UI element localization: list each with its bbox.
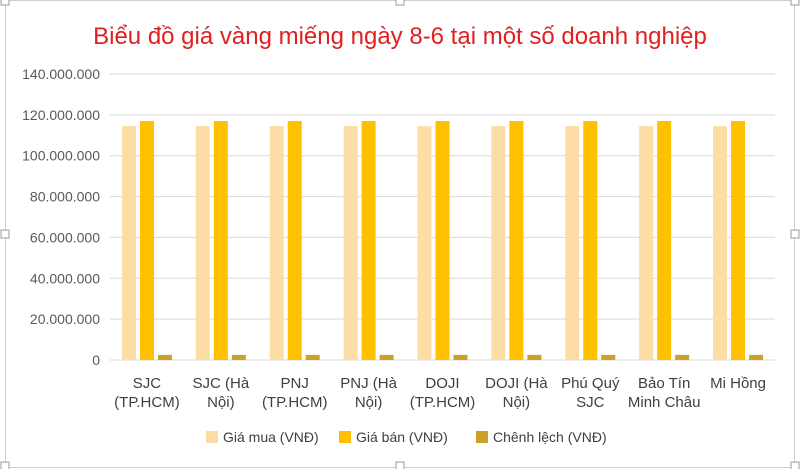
bar-2 [657, 120, 672, 360]
bar-1 [343, 126, 358, 360]
chart-title: Biểu đồ giá vàng miếng ngày 8-6 tại một … [93, 23, 707, 50]
x-tick-label: SJC [133, 375, 162, 392]
x-tick-label: Minh Châu [628, 394, 701, 411]
bar-2 [213, 120, 228, 360]
resize-handle-top-left[interactable] [0, 0, 10, 6]
x-tick-label: Nội) [207, 394, 235, 411]
bar-3 [749, 354, 764, 360]
x-tick-label: DOJI (Hà [485, 375, 548, 392]
legend-label: Giá bán (VNĐ) [356, 429, 448, 445]
bar-3 [379, 354, 394, 360]
bar-2 [139, 120, 154, 360]
bar-2 [435, 120, 450, 360]
bar-2 [287, 120, 302, 360]
x-tick-label: SJC [576, 394, 605, 411]
x-tick-label: PNJ [281, 375, 309, 392]
legend-label: Chênh lệch (VNĐ) [493, 429, 607, 445]
bars [121, 120, 764, 360]
bar-1 [713, 126, 728, 360]
y-tick-label: 20.000.000 [30, 311, 100, 327]
x-tick-label: Nội) [503, 394, 531, 411]
bar-3 [527, 354, 542, 360]
bar-2 [361, 120, 376, 360]
bar-1 [195, 126, 210, 360]
bar-3 [675, 354, 690, 360]
y-tick-label: 120.000.000 [22, 107, 100, 123]
x-tick-label: DOJI [425, 375, 459, 392]
bar-3 [453, 354, 468, 360]
y-axis-tick-labels: 0 20.000.000 40.000.000 60.000.000 80.000.00… [22, 66, 100, 368]
bar-1 [121, 126, 136, 360]
bar-1 [417, 126, 432, 360]
legend-label: Giá mua (VNĐ) [223, 429, 319, 445]
x-tick-label: (TP.HCM) [114, 394, 180, 411]
x-tick-label: (TP.HCM) [410, 394, 476, 411]
x-tick-label: Mi Hồng [710, 375, 766, 392]
y-tick-label: 140.000.000 [22, 66, 100, 82]
y-tick-label: 80.000.000 [30, 189, 100, 205]
bar-1 [565, 126, 580, 360]
x-tick-label: Bảo Tín [638, 375, 690, 392]
resize-handle-top-right[interactable] [790, 0, 800, 6]
resize-handle-bottom-middle[interactable] [395, 461, 405, 469]
resize-handle-top-middle[interactable] [395, 0, 405, 6]
bar-1 [491, 126, 506, 360]
x-tick-label: Phú Quý [561, 375, 620, 392]
bar-3 [231, 354, 246, 360]
legend-swatch [206, 431, 218, 443]
resize-handle-middle-right[interactable] [790, 229, 800, 239]
bar-3 [305, 354, 320, 360]
bar-2 [583, 120, 598, 360]
x-tick-label: (TP.HCM) [262, 394, 328, 411]
bar-2 [509, 120, 524, 360]
x-tick-label: PNJ (Hà [340, 375, 397, 392]
legend-swatch [339, 431, 351, 443]
legend-swatch [476, 431, 488, 443]
x-tick-label: Nội) [355, 394, 383, 411]
bar-3 [157, 354, 172, 360]
legend: Giá mua (VNĐ) Giá bán (VNĐ) Chênh lệch (VN… [206, 429, 607, 445]
x-tick-label: SJC (Hà [192, 375, 249, 392]
bar-1 [269, 126, 284, 360]
y-tick-label: 40.000.000 [30, 270, 100, 286]
resize-handle-bottom-right[interactable] [790, 461, 800, 469]
resize-handle-bottom-left[interactable] [0, 461, 10, 469]
bar-1 [639, 126, 654, 360]
y-tick-label: 100.000.000 [22, 148, 100, 164]
y-tick-label: 0 [92, 352, 100, 368]
resize-handle-middle-left[interactable] [0, 229, 10, 239]
x-axis-category-labels: SJC (TP.HCM) SJC (Hà Nội) PNJ (TP.HCM) PNJ (Hà… [114, 375, 766, 411]
bar-3 [601, 354, 616, 360]
y-tick-label: 60.000.000 [30, 229, 100, 245]
bar-2 [731, 120, 746, 360]
